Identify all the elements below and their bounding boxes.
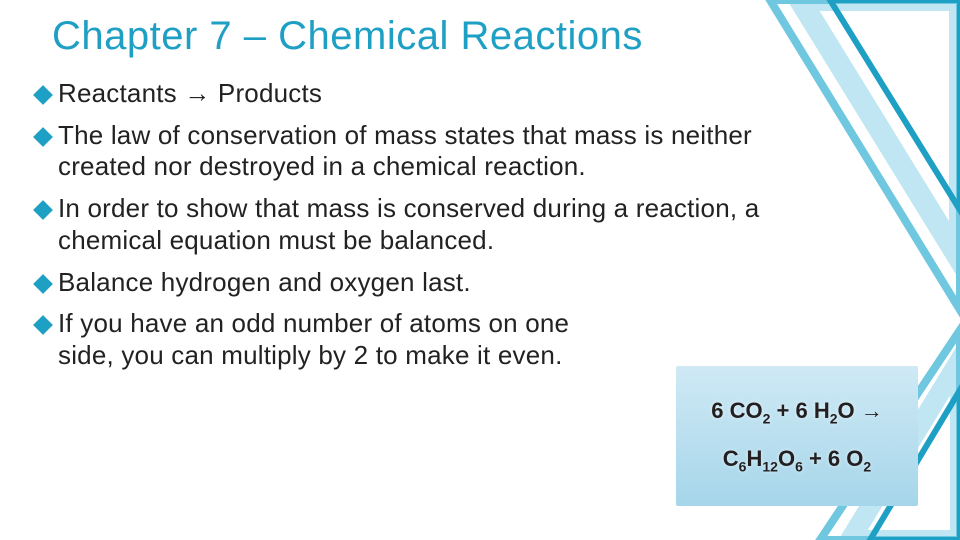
bullet-item: The law of conservation of mass states t… bbox=[36, 120, 776, 183]
bullet-text: The law of conservation of mass states t… bbox=[58, 120, 776, 183]
bullet-text: In order to show that mass is conserved … bbox=[58, 193, 776, 256]
diamond-icon bbox=[33, 315, 53, 335]
bullet-text: Balance hydrogen and oxygen last. bbox=[58, 267, 471, 299]
diamond-icon bbox=[33, 200, 53, 220]
equation-line-2: C6H12O6 + 6 O2 bbox=[723, 446, 871, 474]
diamond-icon bbox=[33, 127, 53, 147]
bullet-item: Balance hydrogen and oxygen last. bbox=[36, 267, 776, 299]
diamond-icon bbox=[33, 274, 53, 294]
bullet-text: If you have an odd number of atoms on on… bbox=[58, 308, 598, 371]
bullet-item: If you have an odd number of atoms on on… bbox=[36, 308, 776, 371]
diamond-icon bbox=[33, 85, 53, 105]
bullet-list: Reactants → Products The law of conservat… bbox=[36, 78, 776, 382]
slide-title: Chapter 7 – Chemical Reactions bbox=[52, 14, 643, 59]
bullet-text: Reactants → Products bbox=[58, 78, 322, 110]
bullet-item: Reactants → Products bbox=[36, 78, 776, 110]
slide: Chapter 7 – Chemical Reactions Reactants… bbox=[0, 0, 960, 540]
equation-panel: 6 CO2 + 6 H2O → C6H12O6 + 6 O2 bbox=[676, 366, 918, 506]
bullet-item: In order to show that mass is conserved … bbox=[36, 193, 776, 256]
equation-line-1: 6 CO2 + 6 H2O → bbox=[711, 398, 883, 426]
